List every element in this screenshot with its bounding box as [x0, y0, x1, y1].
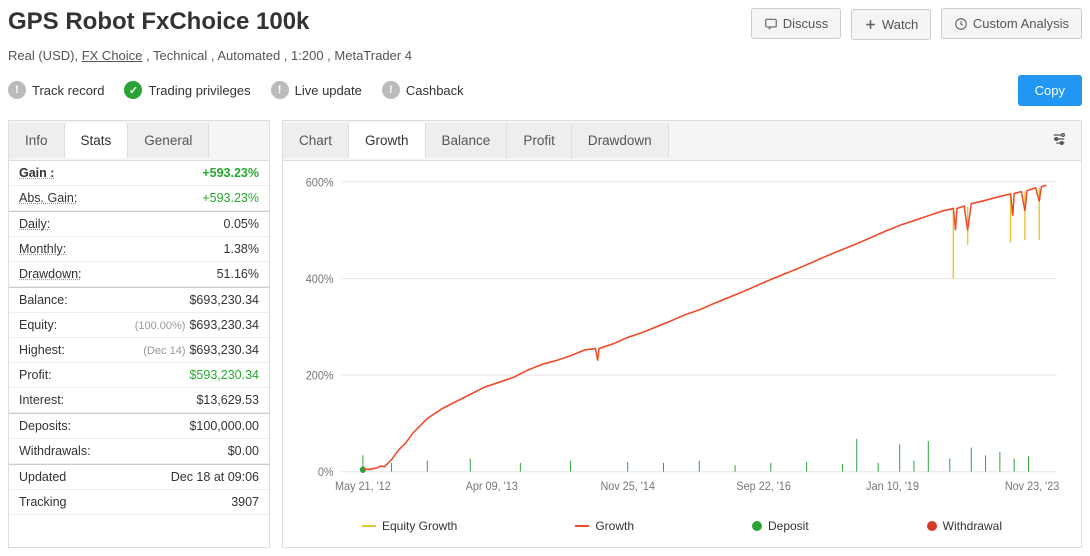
status-label: Live update [295, 83, 362, 98]
header-actions: Discuss Watch Custom Analysis [745, 8, 1082, 40]
account-details: , Technical , Automated , 1:200 , MetaTr… [146, 48, 412, 63]
equity-value: $693,230.34 [189, 318, 259, 332]
svg-text:Nov 25, '14: Nov 25, '14 [600, 480, 655, 493]
legend-label: Deposit [768, 519, 809, 533]
tracking-value: 3907 [231, 495, 259, 509]
info-icon: ! [382, 81, 400, 99]
svg-text:200%: 200% [306, 370, 334, 383]
clock-icon [954, 17, 968, 31]
legend-label: Withdrawal [943, 519, 1002, 533]
svg-text:Sep 22, '16: Sep 22, '16 [736, 480, 791, 493]
watch-label: Watch [882, 17, 918, 32]
discuss-button[interactable]: Discuss [751, 8, 842, 39]
growth-chart: 0% 200% 400% 600% May 21, '12 Apr 09, '13 Nov … [297, 171, 1067, 499]
svg-text:Apr 09, '13: Apr 09, '13 [466, 480, 518, 493]
status-live-update[interactable]: ! Live update [271, 81, 362, 99]
info-icon: ! [8, 81, 26, 99]
custom-analysis-button[interactable]: Custom Analysis [941, 8, 1082, 39]
account-type: Real (USD) [8, 48, 74, 63]
watch-button[interactable]: Watch [851, 9, 931, 40]
tab-profit[interactable]: Profit [507, 123, 572, 158]
deposits-label: Deposits: [19, 419, 71, 433]
drawdown-label: Drawdown: [19, 267, 82, 281]
status-label: Track record [32, 83, 104, 98]
tracking-label: Tracking [19, 495, 66, 509]
interest-label: Interest: [19, 393, 64, 407]
legend-growth: Growth [575, 519, 634, 533]
monthly-label: Monthly: [19, 242, 66, 256]
page-title: GPS Robot FxChoice 100k [8, 8, 309, 36]
svg-text:600%: 600% [306, 176, 334, 189]
absgain-value: +593.23% [202, 191, 259, 205]
highest-label: Highest: [19, 343, 65, 357]
stats-panel: Info Stats General Gain : +593.23% Abs. G… [8, 120, 270, 548]
status-track-record[interactable]: ! Track record [8, 81, 104, 99]
chart-legend: Equity Growth Growth Deposit Withdrawal [283, 509, 1081, 547]
legend-label: Equity Growth [382, 519, 457, 533]
tab-balance[interactable]: Balance [426, 123, 508, 158]
gain-label: Gain : [19, 166, 54, 180]
copy-button[interactable]: Copy [1018, 75, 1082, 106]
balance-label: Balance: [19, 293, 68, 307]
tab-chart[interactable]: Chart [283, 123, 349, 158]
svg-text:Nov 23, '23: Nov 23, '23 [1005, 480, 1060, 493]
highest-value: $693,230.34 [189, 343, 259, 357]
discuss-label: Discuss [783, 16, 829, 31]
gain-value: +593.23% [202, 166, 259, 180]
drawdown-value: 51.16% [217, 267, 259, 281]
daily-value: 0.05% [224, 217, 259, 231]
profit-value: $593,230.34 [189, 368, 259, 382]
legend-label: Growth [595, 519, 634, 533]
tab-drawdown[interactable]: Drawdown [572, 123, 669, 158]
daily-label: Daily: [19, 217, 50, 231]
equity-mark [362, 525, 376, 527]
withdrawals-value: $0.00 [228, 444, 259, 458]
subtitle: Real (USD), FX Choice , Technical , Auto… [8, 48, 1082, 63]
svg-text:400%: 400% [306, 273, 334, 286]
legend-withdrawal: Withdrawal [927, 519, 1002, 533]
status-label: Trading privileges [148, 83, 250, 98]
plus-icon [864, 18, 877, 31]
chart-settings-button[interactable] [1037, 121, 1081, 160]
equity-label: Equity: [19, 318, 57, 332]
tab-stats[interactable]: Stats [65, 123, 129, 158]
profit-label: Profit: [19, 368, 52, 382]
status-cashback[interactable]: ! Cashback [382, 81, 464, 99]
info-icon: ! [271, 81, 289, 99]
absgain-label: Abs. Gain: [19, 191, 77, 205]
sliders-icon [1051, 131, 1067, 147]
balance-value: $693,230.34 [189, 293, 259, 307]
highest-sub: (Dec 14) [143, 345, 185, 357]
legend-deposit: Deposit [752, 519, 809, 533]
deposits-value: $100,000.00 [189, 419, 259, 433]
check-icon: ✓ [124, 81, 142, 99]
custom-label: Custom Analysis [973, 16, 1069, 31]
svg-text:0%: 0% [318, 466, 334, 479]
chart-panel: Chart Growth Balance Profit Drawdown 0% 2… [282, 120, 1082, 548]
status-label: Cashback [406, 83, 464, 98]
tab-growth[interactable]: Growth [349, 123, 426, 158]
tab-general[interactable]: General [128, 123, 209, 158]
comment-icon [764, 17, 778, 31]
growth-mark [575, 525, 589, 527]
status-trading-privileges[interactable]: ✓ Trading privileges [124, 81, 250, 99]
svg-text:May 21, '12: May 21, '12 [335, 480, 391, 493]
legend-equity: Equity Growth [362, 519, 457, 533]
updated-value: Dec 18 at 09:06 [171, 470, 259, 484]
svg-text:Jan 10, '19: Jan 10, '19 [866, 480, 919, 493]
withdrawals-label: Withdrawals: [19, 444, 91, 458]
withdrawal-mark [927, 521, 937, 531]
tab-info[interactable]: Info [9, 123, 65, 158]
monthly-value: 1.38% [224, 242, 259, 256]
interest-value: $13,629.53 [196, 393, 259, 407]
deposit-mark [752, 521, 762, 531]
broker-link[interactable]: FX Choice [82, 48, 143, 63]
updated-label: Updated [19, 470, 66, 484]
equity-sub: (100.00%) [135, 320, 186, 332]
